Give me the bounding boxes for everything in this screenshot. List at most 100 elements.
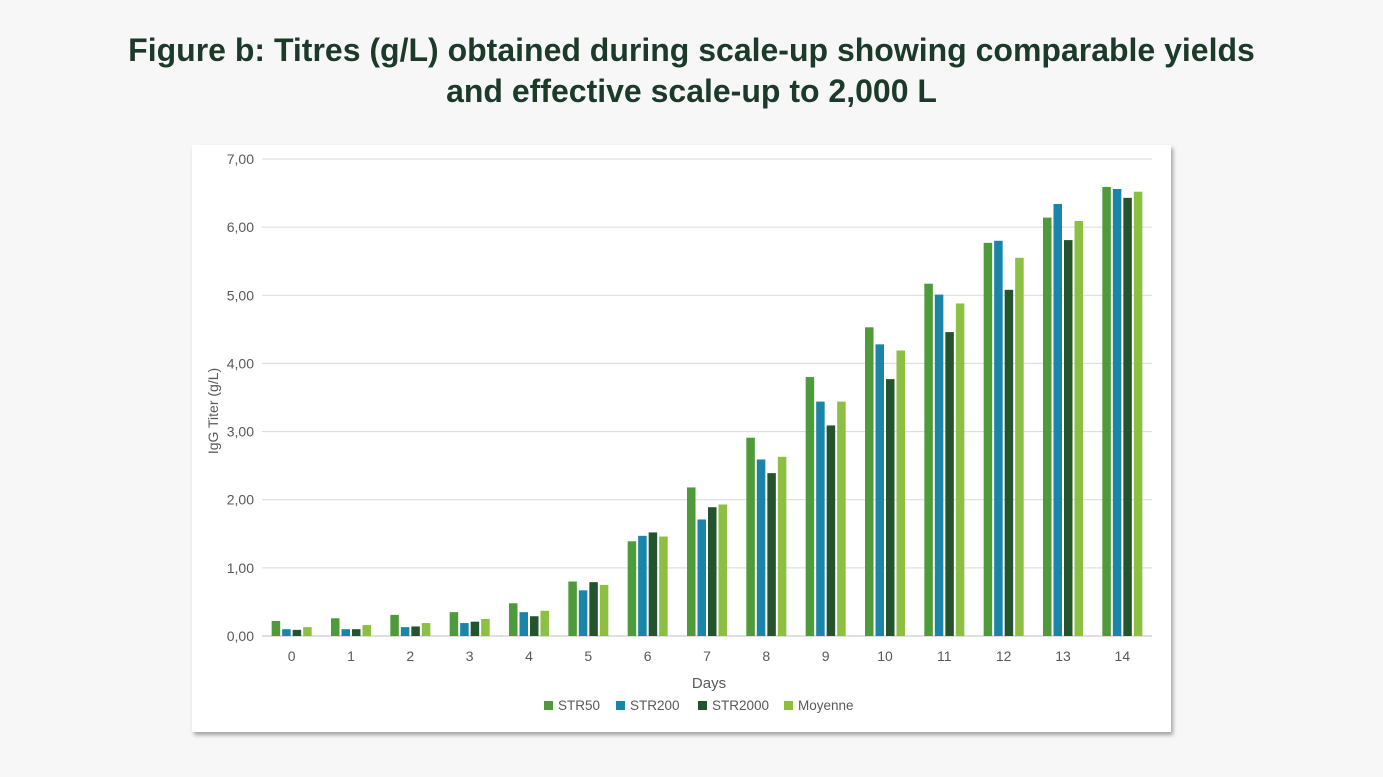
bar-str200-day-9 bbox=[816, 401, 825, 636]
bar-str2000-day-14 bbox=[1123, 197, 1132, 636]
bar-str50-day-10 bbox=[865, 327, 874, 636]
bar-str50-day-12 bbox=[983, 242, 993, 636]
legend-swatch-str50 bbox=[544, 701, 553, 710]
x-tick-label: 7 bbox=[703, 648, 711, 664]
bar-moyenne-day-9 bbox=[837, 401, 846, 636]
bar-str2000-day-5 bbox=[589, 582, 598, 636]
legend-label-str2000: STR2000 bbox=[712, 698, 769, 713]
bar-str200-day-0 bbox=[282, 629, 291, 636]
bar-str50-day-5 bbox=[568, 581, 577, 636]
bars bbox=[271, 186, 1143, 637]
figure-title-line-2: and effective scale-up to 2,000 L bbox=[446, 73, 937, 109]
x-tick-label: 4 bbox=[525, 648, 533, 664]
bar-moyenne-day-7 bbox=[718, 504, 727, 636]
bar-str2000-day-4 bbox=[530, 616, 539, 636]
bar-str50-day-4 bbox=[509, 603, 518, 636]
bar-str2000-day-3 bbox=[470, 621, 480, 636]
legend-swatch-str2000 bbox=[698, 701, 707, 710]
x-tick-label: 0 bbox=[288, 648, 296, 664]
y-tick-label: 2,00 bbox=[227, 492, 254, 508]
gridlines bbox=[262, 158, 1152, 637]
bar-str50-day-0 bbox=[271, 621, 281, 636]
bar-moyenne-day-11 bbox=[955, 303, 965, 636]
bar-str2000-day-10 bbox=[886, 379, 895, 636]
bar-str50-day-6 bbox=[627, 541, 637, 636]
bar-chart: 0,001,002,003,004,005,006,007,000 1 2 3 4 5 6 7… bbox=[205, 151, 1152, 713]
legend-swatch-str200 bbox=[616, 701, 625, 710]
x-tick-label: 9 bbox=[822, 648, 830, 664]
bar-str50-day-2 bbox=[390, 614, 399, 636]
y-tick-label: 5,00 bbox=[227, 287, 254, 303]
bar-str2000-day-0 bbox=[292, 629, 302, 636]
bar-moyenne-day-10 bbox=[896, 350, 905, 636]
bar-str50-day-7 bbox=[687, 487, 696, 636]
y-tick-label: 6,00 bbox=[227, 219, 254, 235]
bar-str200-day-8 bbox=[756, 459, 766, 636]
bar-str200-day-7 bbox=[697, 519, 706, 636]
bar-str200-day-13 bbox=[1053, 203, 1062, 636]
bar-moyenne-day-3 bbox=[481, 618, 490, 636]
figure-title: Figure b: Titres (g/L) obtained during s… bbox=[0, 30, 1383, 112]
bar-moyenne-day-14 bbox=[1133, 191, 1143, 637]
legend-swatch-moyenne bbox=[784, 701, 793, 710]
bar-str200-day-2 bbox=[400, 627, 410, 636]
bar-str2000-day-12 bbox=[1004, 289, 1014, 636]
bar-str200-day-1 bbox=[341, 629, 350, 636]
x-tick-label: 11 bbox=[937, 648, 952, 664]
bar-moyenne-day-5 bbox=[599, 584, 609, 636]
bar-moyenne-day-12 bbox=[1015, 257, 1024, 636]
x-tick-label: 14 bbox=[1115, 648, 1131, 664]
bar-moyenne-day-0 bbox=[303, 627, 312, 636]
axes: 0,001,002,003,004,005,006,007,000 1 2 3 4 5 6 7… bbox=[227, 151, 1131, 664]
bar-str50-day-11 bbox=[924, 283, 933, 636]
bar-str2000-day-6 bbox=[648, 532, 658, 636]
bar-str2000-day-8 bbox=[767, 473, 776, 636]
y-tick-label: 7,00 bbox=[227, 151, 254, 167]
legend-label-moyenne: Moyenne bbox=[798, 698, 854, 713]
bar-moyenne-day-8 bbox=[777, 456, 787, 636]
bar-moyenne-day-4 bbox=[540, 610, 549, 636]
bar-str50-day-13 bbox=[1043, 217, 1052, 637]
bar-moyenne-day-2 bbox=[421, 623, 431, 636]
y-tick-label: 0,00 bbox=[227, 628, 254, 644]
bar-str200-day-3 bbox=[460, 623, 469, 636]
bar-str200-day-6 bbox=[638, 535, 647, 636]
y-axis-title: IgG Titer (g/L) bbox=[205, 368, 221, 454]
x-tick-label: 13 bbox=[1055, 648, 1071, 664]
x-tick-label: 3 bbox=[466, 648, 474, 664]
x-tick-label: 1 bbox=[347, 648, 355, 664]
bar-str50-day-3 bbox=[449, 612, 459, 636]
x-axis-title: Days bbox=[692, 675, 726, 692]
bar-str50-day-9 bbox=[805, 377, 815, 636]
legend-label-str200: STR200 bbox=[630, 698, 680, 713]
bar-str2000-day-1 bbox=[352, 629, 361, 636]
bar-str200-day-5 bbox=[578, 590, 588, 636]
bar-str200-day-10 bbox=[875, 344, 884, 636]
bar-str50-day-1 bbox=[331, 618, 340, 636]
chart-card: 0,00 1,00 2,00 3,00 4,00 5,00 6,00 7,00 0 1 2 3 4 5 6 7… bbox=[192, 145, 1171, 732]
legend-label-str50: STR50 bbox=[558, 698, 600, 713]
y-tick-label: 3,00 bbox=[227, 424, 254, 440]
figure-title-line-1: Figure b: Titres (g/L) obtained during s… bbox=[128, 32, 1255, 68]
x-tick-label: 5 bbox=[584, 648, 592, 664]
legend: STR50 STR200 STR2000 Moyenne bbox=[544, 698, 854, 713]
x-tick-label: 8 bbox=[762, 648, 770, 664]
x-tick-label: 6 bbox=[644, 648, 652, 664]
y-tick-label: 4,00 bbox=[227, 355, 254, 371]
bar-str50-day-14 bbox=[1102, 186, 1111, 636]
bar-moyenne-day-1 bbox=[362, 625, 371, 636]
bar-str200-day-11 bbox=[934, 294, 944, 636]
bar-str200-day-14 bbox=[1112, 188, 1122, 636]
bar-str2000-day-2 bbox=[411, 626, 420, 636]
bar-moyenne-day-6 bbox=[659, 536, 668, 636]
x-tick-label: 12 bbox=[996, 648, 1012, 664]
bar-str200-day-4 bbox=[519, 612, 528, 636]
bar-str2000-day-9 bbox=[826, 425, 836, 636]
y-tick-label: 1,00 bbox=[227, 560, 254, 576]
bar-str2000-day-11 bbox=[945, 332, 954, 636]
bar-str50-day-8 bbox=[746, 437, 755, 636]
bar-str2000-day-13 bbox=[1064, 240, 1073, 636]
bar-str200-day-12 bbox=[994, 240, 1003, 636]
x-tick-label: 2 bbox=[406, 648, 414, 664]
x-tick-label: 10 bbox=[877, 648, 893, 664]
